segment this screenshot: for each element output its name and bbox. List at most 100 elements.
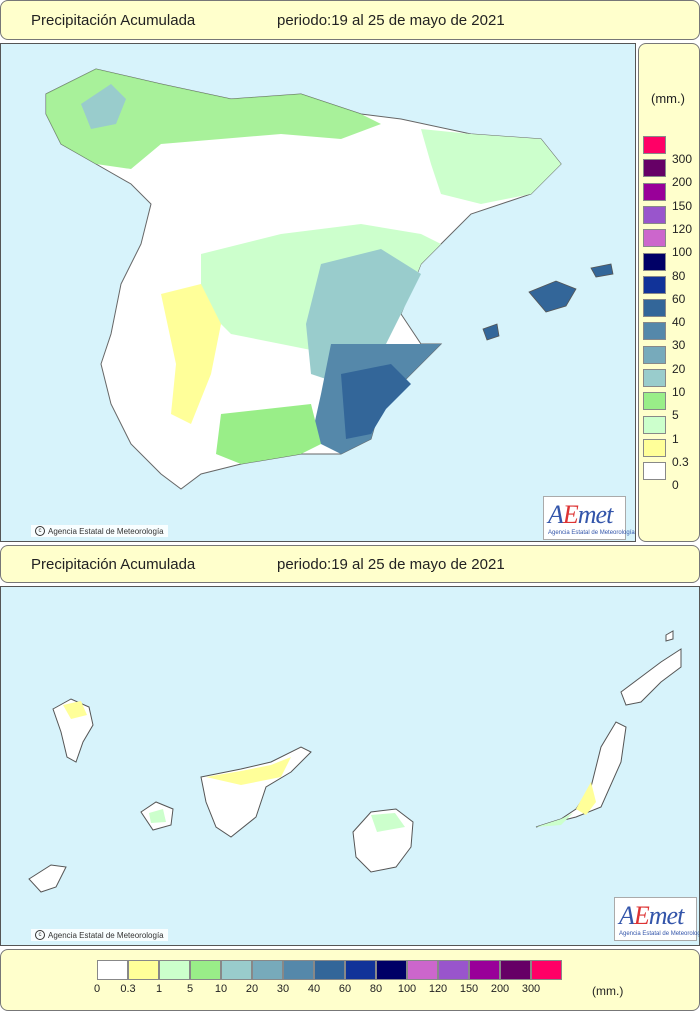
legend-label-10: 10 xyxy=(672,385,686,399)
hlegend-label-80: 80 xyxy=(369,983,383,995)
tenerife-yellow-patch xyxy=(206,757,291,785)
legend-label-30: 30 xyxy=(672,338,686,353)
legend-swatch-40 xyxy=(643,299,666,318)
legend-swatch-60 xyxy=(643,275,666,294)
legend-label-120: 120 xyxy=(672,221,693,236)
hlegend-label-1: 1 xyxy=(155,983,163,995)
hlegend-label-120: 120 xyxy=(428,983,448,995)
legend-swatch-120 xyxy=(643,205,666,224)
legend-label-40: 40 xyxy=(672,315,686,330)
hlegend-swatch-200 xyxy=(500,960,531,980)
north-green-zone xyxy=(46,69,381,169)
copyright-icon: c xyxy=(35,526,45,536)
agency-credit-bottom: c Agencia Estatal de Meteorología xyxy=(31,929,168,941)
agency-credit-top-text: Agencia Estatal de Meteorología xyxy=(48,526,164,536)
vertical-legend-unit: (mm.) xyxy=(651,91,685,106)
legend-swatch-0.3 xyxy=(643,438,666,457)
hlegend-label-0.3: 0.3 xyxy=(120,983,136,995)
horizontal-legend-panel xyxy=(0,949,700,1011)
fuerteventura-yellow-patch xyxy=(576,782,596,815)
legend-label-1: 1 xyxy=(672,431,679,446)
top-map-period: periodo:19 al 25 de mayo de 2021 xyxy=(277,11,505,29)
hlegend-label-0: 0 xyxy=(93,983,101,995)
menorca-shape xyxy=(590,263,614,278)
hlegend-label-40: 40 xyxy=(307,983,321,995)
aemet-logo-top-sub: Agencia Estatal de Meteorología xyxy=(548,530,635,536)
hlegend-swatch-1 xyxy=(159,960,190,980)
galicia-teal-patch xyxy=(81,84,126,129)
legend-swatch-5 xyxy=(643,392,666,411)
hlegend-swatch-40 xyxy=(314,960,345,980)
canary-map: c Agencia Estatal de Meteorología AEmet … xyxy=(0,586,700,946)
south-green-zone xyxy=(216,404,321,464)
legend-label-300: 300 xyxy=(672,152,693,166)
legend-swatch-30 xyxy=(643,322,666,341)
legend-swatch-20 xyxy=(643,345,666,364)
top-title-bar: Precipitación Acumulada periodo:19 al 25… xyxy=(0,0,700,40)
bottom-map-title: Precipitación Acumulada xyxy=(31,555,196,573)
la-graciosa-shape xyxy=(665,630,674,642)
hlegend-swatch-60 xyxy=(345,960,376,980)
copyright-icon: c xyxy=(35,930,45,940)
la-gomera-green-patch xyxy=(149,809,166,823)
ibiza-shape xyxy=(482,323,500,341)
hlegend-label-20: 20 xyxy=(245,983,259,995)
hlegend-swatch-20 xyxy=(252,960,283,980)
aemet-logo-bottom: AEmet Agencia Estatal de Meteorología xyxy=(614,897,700,941)
legend-label-150: 150 xyxy=(672,198,693,213)
hlegend-label-10: 10 xyxy=(214,983,228,995)
legend-swatch-10 xyxy=(643,369,666,387)
legend-label-80: 80 xyxy=(672,268,686,283)
hlegend-swatch-5 xyxy=(190,960,221,980)
hlegend-label-300: 300 xyxy=(521,983,541,995)
tenerife-shape xyxy=(200,746,312,838)
fuerteventura-shape xyxy=(535,721,627,828)
hlegend-swatch-300 xyxy=(531,960,562,980)
northeast-green-zone xyxy=(421,129,561,204)
legend-swatch-200 xyxy=(643,159,666,178)
fuerteventura-green-patch xyxy=(536,813,573,827)
legend-swatch-1 xyxy=(643,415,666,434)
hlegend-swatch-30 xyxy=(283,960,314,980)
legend-swatch-80 xyxy=(643,252,666,271)
aemet-logo-top-word: AEmet xyxy=(548,500,613,529)
agency-credit-top: c Agencia Estatal de Meteorología xyxy=(31,525,168,537)
hlegend-swatch-100 xyxy=(407,960,438,980)
peninsula-map: c Agencia Estatal de Meteorología AEmet … xyxy=(0,43,636,542)
legend-label-0.3: 0.3 xyxy=(672,454,689,469)
aemet-logo-top: AEmet Agencia Estatal de Meteorología xyxy=(543,496,635,540)
hlegend-label-150: 150 xyxy=(459,983,479,995)
hlegend-swatch-150 xyxy=(469,960,500,980)
hlegend-swatch-120 xyxy=(438,960,469,980)
legend-swatch-150 xyxy=(643,182,666,201)
agency-credit-bottom-text: Agencia Estatal de Meteorología xyxy=(48,930,164,940)
legend-label-0: 0 xyxy=(672,478,679,493)
canary-map-svg xyxy=(28,630,682,893)
legend-label-20: 20 xyxy=(672,361,686,376)
la-palma-yellow-patch xyxy=(63,701,87,719)
bottom-title-bar: Precipitación Acumulada periodo:19 al 25… xyxy=(0,545,700,583)
legend-label-60: 60 xyxy=(672,291,686,306)
legend-label-5: 5 xyxy=(672,408,679,423)
yellow-band-west xyxy=(161,284,221,424)
mallorca-shape xyxy=(528,280,577,313)
hlegend-swatch-0 xyxy=(97,960,128,980)
hlegend-swatch-0.3 xyxy=(128,960,159,980)
legend-swatch-300 xyxy=(643,136,666,154)
murcia-dark-zone xyxy=(341,364,411,439)
el-hierro-shape xyxy=(28,864,67,893)
aemet-logo-bottom-word: AEmet xyxy=(619,901,684,930)
legend-swatch-0 xyxy=(643,462,666,481)
aemet-logo-bottom-sub: Agencia Estatal de Meteorología xyxy=(619,931,700,937)
top-map-title: Precipitación Acumulada xyxy=(31,11,196,29)
horizontal-legend-unit: (mm.) xyxy=(592,984,624,998)
bottom-map-period: periodo:19 al 25 de mayo de 2021 xyxy=(277,555,505,573)
hlegend-label-30: 30 xyxy=(276,983,290,995)
lanzarote-shape xyxy=(620,648,682,706)
hlegend-swatch-10 xyxy=(221,960,252,980)
legend-label-200: 200 xyxy=(672,175,693,190)
hlegend-label-200: 200 xyxy=(490,983,510,995)
peninsula-map-svg xyxy=(45,68,614,490)
hlegend-label-5: 5 xyxy=(186,983,194,995)
legend-swatch-100 xyxy=(643,229,666,248)
